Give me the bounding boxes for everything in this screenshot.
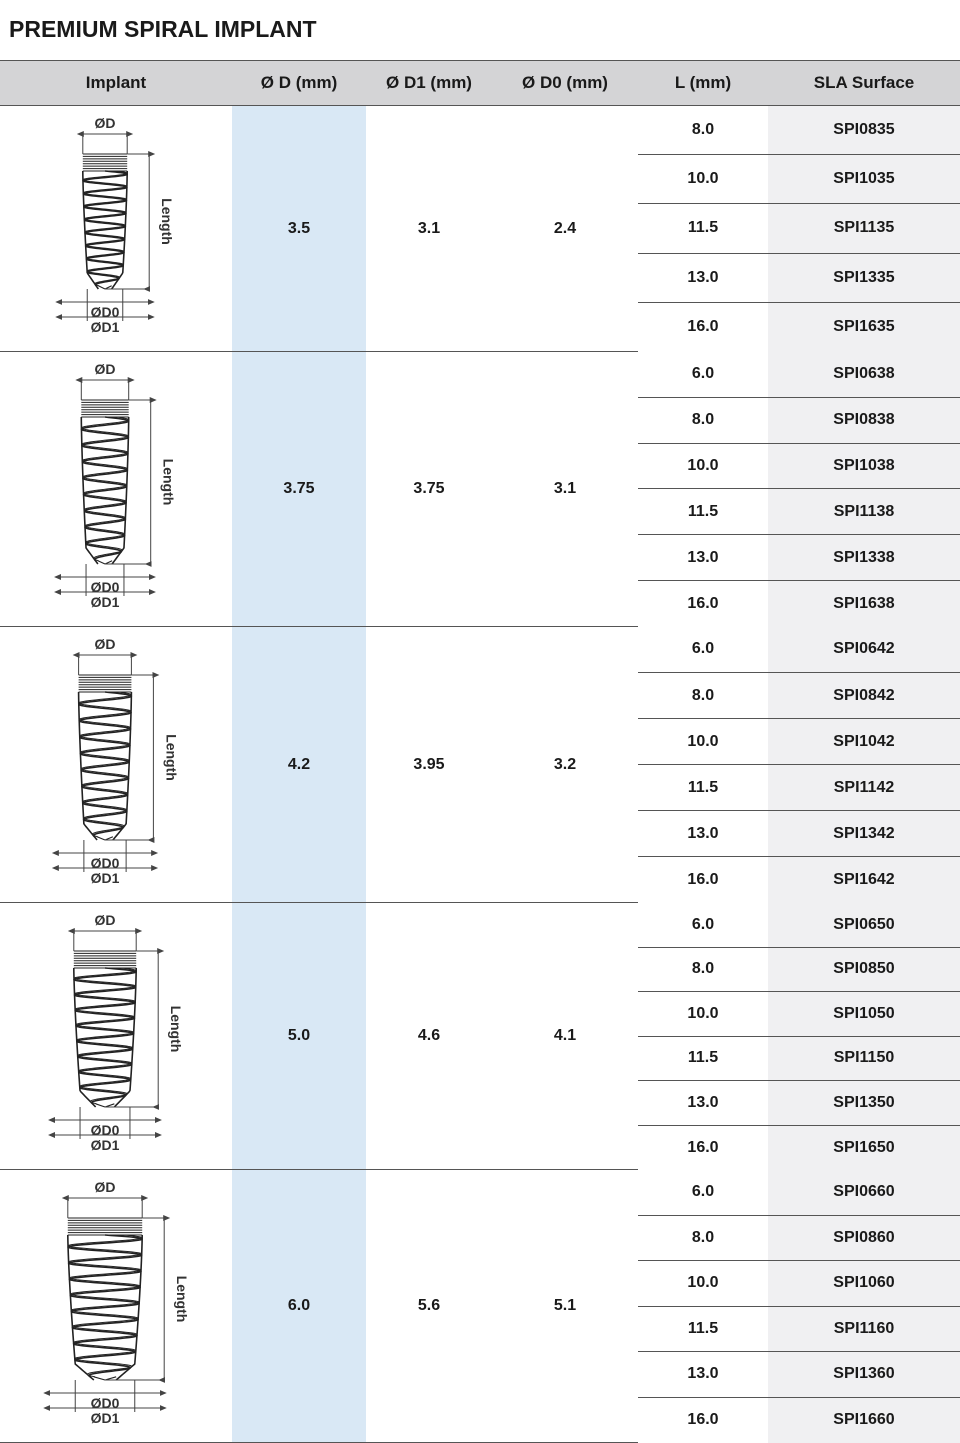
svg-text:ØD0: ØD0 xyxy=(91,1395,120,1411)
svg-text:Length: Length xyxy=(159,198,175,245)
svg-text:ØD1: ØD1 xyxy=(91,1137,120,1153)
svg-text:ØD: ØD xyxy=(95,912,116,928)
svg-text:ØD: ØD xyxy=(95,636,116,652)
svg-text:ØD1: ØD1 xyxy=(91,870,120,886)
svg-text:ØD0: ØD0 xyxy=(91,579,120,595)
svg-text:Length: Length xyxy=(168,1006,184,1053)
svg-text:ØD0: ØD0 xyxy=(91,304,120,320)
svg-text:ØD0: ØD0 xyxy=(91,1122,120,1138)
svg-text:ØD0: ØD0 xyxy=(91,855,120,871)
svg-text:ØD1: ØD1 xyxy=(91,1410,120,1426)
svg-text:Length: Length xyxy=(161,459,177,506)
svg-text:ØD: ØD xyxy=(95,361,116,377)
svg-text:Length: Length xyxy=(174,1276,190,1323)
svg-text:ØD1: ØD1 xyxy=(91,319,120,335)
svg-text:Length: Length xyxy=(163,734,179,781)
svg-text:ØD1: ØD1 xyxy=(91,594,120,610)
svg-text:ØD: ØD xyxy=(95,1179,116,1195)
svg-text:ØD: ØD xyxy=(95,115,116,131)
